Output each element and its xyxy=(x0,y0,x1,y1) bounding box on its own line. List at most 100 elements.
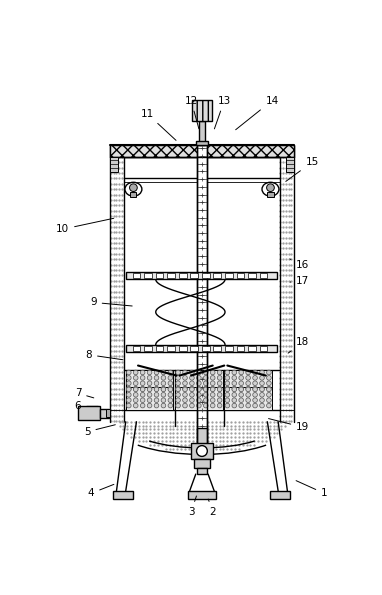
Bar xyxy=(248,273,256,278)
Circle shape xyxy=(147,393,152,397)
Circle shape xyxy=(225,393,230,397)
Circle shape xyxy=(154,403,159,408)
Circle shape xyxy=(239,381,243,386)
Circle shape xyxy=(246,370,251,375)
Bar xyxy=(260,346,267,351)
Circle shape xyxy=(161,386,166,391)
Circle shape xyxy=(246,381,251,386)
Circle shape xyxy=(189,393,194,397)
Circle shape xyxy=(253,387,257,392)
Circle shape xyxy=(260,393,264,397)
Bar xyxy=(144,273,152,278)
Ellipse shape xyxy=(125,182,142,196)
Circle shape xyxy=(129,184,137,192)
Circle shape xyxy=(176,393,180,397)
Circle shape xyxy=(204,381,208,386)
Circle shape xyxy=(176,403,180,408)
Circle shape xyxy=(154,375,159,380)
Circle shape xyxy=(147,398,152,402)
Circle shape xyxy=(239,398,243,402)
Bar xyxy=(126,370,173,393)
Bar xyxy=(126,271,277,279)
Text: 15: 15 xyxy=(286,157,319,181)
Bar xyxy=(126,387,173,410)
Circle shape xyxy=(246,403,251,408)
Circle shape xyxy=(217,393,222,397)
Circle shape xyxy=(147,375,152,380)
Circle shape xyxy=(189,387,194,392)
Circle shape xyxy=(225,370,230,375)
Text: 10: 10 xyxy=(56,218,114,234)
Circle shape xyxy=(204,386,208,391)
Circle shape xyxy=(225,387,230,392)
Circle shape xyxy=(161,398,166,402)
Circle shape xyxy=(204,398,208,402)
Circle shape xyxy=(161,370,166,375)
Circle shape xyxy=(239,370,243,375)
Circle shape xyxy=(246,387,251,392)
Circle shape xyxy=(217,387,222,392)
Bar xyxy=(224,387,272,410)
Circle shape xyxy=(154,370,159,375)
Bar xyxy=(202,273,210,278)
Circle shape xyxy=(232,393,236,397)
Circle shape xyxy=(168,375,173,380)
Circle shape xyxy=(176,387,180,392)
Bar xyxy=(236,273,244,278)
Circle shape xyxy=(126,398,131,402)
Bar xyxy=(175,370,223,393)
Circle shape xyxy=(161,403,166,408)
Circle shape xyxy=(267,387,271,392)
Circle shape xyxy=(197,446,207,456)
Text: 6: 6 xyxy=(74,402,98,411)
Circle shape xyxy=(161,393,166,397)
Bar xyxy=(133,346,140,351)
Circle shape xyxy=(267,398,271,402)
Bar xyxy=(197,428,207,456)
Circle shape xyxy=(253,381,257,386)
Circle shape xyxy=(154,393,159,397)
Circle shape xyxy=(133,398,138,402)
Circle shape xyxy=(161,387,166,392)
Circle shape xyxy=(239,375,243,380)
Circle shape xyxy=(197,393,201,397)
Circle shape xyxy=(217,403,222,408)
Circle shape xyxy=(140,375,145,380)
Circle shape xyxy=(197,375,201,380)
Circle shape xyxy=(189,386,194,391)
Circle shape xyxy=(183,375,187,380)
Circle shape xyxy=(126,381,131,386)
Circle shape xyxy=(189,398,194,402)
Circle shape xyxy=(168,393,173,397)
Circle shape xyxy=(168,386,173,391)
Bar xyxy=(179,273,186,278)
Circle shape xyxy=(253,375,257,380)
Circle shape xyxy=(225,375,230,380)
Circle shape xyxy=(140,381,145,386)
Bar xyxy=(236,346,244,351)
Circle shape xyxy=(210,398,215,402)
Circle shape xyxy=(225,381,230,386)
Circle shape xyxy=(154,381,159,386)
Ellipse shape xyxy=(262,182,279,196)
Text: 9: 9 xyxy=(90,298,132,308)
Bar xyxy=(225,273,233,278)
Circle shape xyxy=(183,393,187,397)
Bar xyxy=(78,406,100,420)
Circle shape xyxy=(232,370,236,375)
Circle shape xyxy=(246,393,251,397)
Circle shape xyxy=(210,386,215,391)
Circle shape xyxy=(183,398,187,402)
Circle shape xyxy=(140,393,145,397)
Bar xyxy=(133,273,140,278)
Circle shape xyxy=(161,375,166,380)
Circle shape xyxy=(176,398,180,402)
Circle shape xyxy=(232,381,236,386)
Circle shape xyxy=(239,387,243,392)
Circle shape xyxy=(210,375,215,380)
Circle shape xyxy=(140,387,145,392)
Bar xyxy=(214,346,221,351)
Circle shape xyxy=(140,403,145,408)
Bar xyxy=(286,157,293,173)
Bar xyxy=(126,345,277,352)
